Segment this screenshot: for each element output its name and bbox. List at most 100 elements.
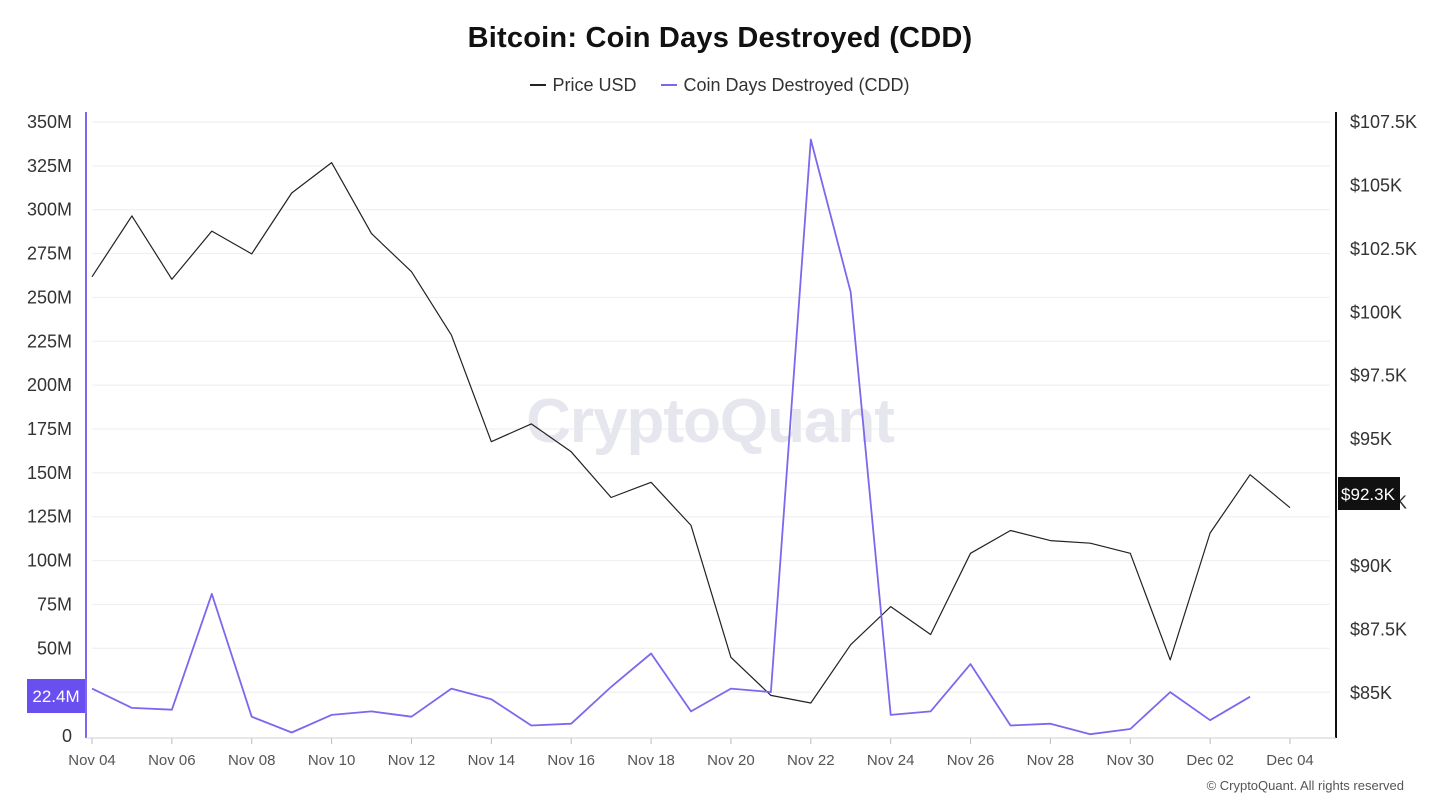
legend-item-price[interactable]: Price USD <box>530 75 636 96</box>
right-last-value-badge: $92.3K <box>1338 477 1400 510</box>
price-point[interactable] <box>529 422 533 426</box>
price-point[interactable] <box>290 191 294 195</box>
cdd-point[interactable] <box>1208 718 1212 722</box>
x-tick-label: Nov 30 <box>1107 752 1155 769</box>
right-axis-ticks: $85K$87.5K$90K$92.5K$95K$97.5K$100K$102.… <box>1350 112 1417 703</box>
chart-title: Bitcoin: Coin Days Destroyed (CDD) <box>467 22 973 54</box>
cdd-point[interactable] <box>370 709 374 713</box>
cdd-point[interactable] <box>449 687 453 691</box>
price-point[interactable] <box>449 333 453 337</box>
legend-item-cdd[interactable]: Coin Days Destroyed (CDD) <box>661 75 910 96</box>
cdd-point[interactable] <box>170 708 174 712</box>
right-tick-label: $90K <box>1350 556 1392 576</box>
price-point[interactable] <box>1008 528 1012 532</box>
legend-swatch-price <box>530 84 547 86</box>
price-point[interactable] <box>1168 658 1172 662</box>
right-tick-label: $97.5K <box>1350 366 1407 386</box>
price-point[interactable] <box>330 161 334 165</box>
cdd-point[interactable] <box>1048 722 1052 726</box>
price-point[interactable] <box>609 496 613 500</box>
price-point[interactable] <box>809 701 813 705</box>
price-point[interactable] <box>1248 473 1252 477</box>
left-tick-label: 300M <box>27 200 72 220</box>
watermark: CryptoQuant <box>526 387 894 456</box>
cdd-point[interactable] <box>489 697 493 701</box>
cdd-point[interactable] <box>130 706 134 710</box>
series-group <box>90 138 1292 736</box>
cdd-point[interactable] <box>1088 732 1092 736</box>
cdd-point[interactable] <box>929 709 933 713</box>
cdd-point[interactable] <box>210 592 214 596</box>
cdd-point[interactable] <box>1168 690 1172 694</box>
left-tick-label: 175M <box>27 419 72 439</box>
left-tick-label: 125M <box>27 507 72 527</box>
x-tick-label: Nov 18 <box>627 752 675 769</box>
right-tick-label: $87.5K <box>1350 619 1407 639</box>
price-point[interactable] <box>929 633 933 637</box>
x-tick-label: Nov 16 <box>547 752 595 769</box>
cdd-point[interactable] <box>649 652 653 656</box>
price-point[interactable] <box>1048 539 1052 543</box>
price-point[interactable] <box>849 643 853 647</box>
cdd-point[interactable] <box>889 713 893 717</box>
price-usd-line[interactable] <box>91 162 1291 704</box>
cdd-point[interactable] <box>809 138 813 142</box>
right-tick-label: $100K <box>1350 302 1402 322</box>
price-point[interactable] <box>370 232 374 236</box>
right-tick-label: $102.5K <box>1350 239 1417 259</box>
price-point[interactable] <box>969 551 973 555</box>
legend-label-price: Price USD <box>552 74 637 95</box>
cdd-point[interactable] <box>609 685 613 689</box>
x-tick-label: Dec 02 <box>1186 752 1234 769</box>
price-point[interactable] <box>1128 551 1132 555</box>
cdd-point[interactable] <box>1008 723 1012 727</box>
x-tick-label: Nov 20 <box>707 752 755 769</box>
price-point[interactable] <box>889 605 893 609</box>
x-tick-label: Nov 26 <box>947 752 995 769</box>
price-point[interactable] <box>90 275 94 279</box>
price-point[interactable] <box>170 277 174 281</box>
cdd-point[interactable] <box>689 709 693 713</box>
left-tick-label: 350M <box>27 112 72 132</box>
price-point[interactable] <box>649 480 653 484</box>
cdd-point[interactable] <box>729 687 733 691</box>
cdd-point[interactable] <box>409 715 413 719</box>
x-tick-label: Nov 12 <box>388 752 436 769</box>
cdd-line[interactable] <box>91 138 1251 736</box>
cdd-point[interactable] <box>290 730 294 734</box>
cdd-point[interactable] <box>769 690 773 694</box>
price-point[interactable] <box>569 450 573 454</box>
x-axis-ticks: Nov 04 Nov 06 Nov 08 Nov 10 Nov 12 Nov 14 Nov … <box>68 738 1314 769</box>
cdd-point[interactable] <box>969 662 973 666</box>
chart-legend: Price USD Coin Days Destroyed (CDD) <box>0 70 1440 96</box>
price-point[interactable] <box>489 440 493 444</box>
left-tick-label: 0 <box>62 726 72 746</box>
cdd-point[interactable] <box>529 723 533 727</box>
cdd-point[interactable] <box>330 713 334 717</box>
price-point[interactable] <box>250 252 254 256</box>
cdd-point[interactable] <box>90 687 94 691</box>
left-tick-label: 250M <box>27 287 72 307</box>
cdd-point[interactable] <box>569 722 573 726</box>
price-point[interactable] <box>1088 541 1092 545</box>
left-tick-label: 275M <box>27 244 72 264</box>
price-point[interactable] <box>409 270 413 274</box>
price-point[interactable] <box>1288 506 1292 510</box>
x-tick-label: Nov 14 <box>468 752 516 769</box>
left-badge-text: 22.4M <box>32 687 79 706</box>
price-point[interactable] <box>689 523 693 527</box>
cdd-point[interactable] <box>849 290 853 294</box>
right-tick-label: $95K <box>1350 429 1392 449</box>
legend-swatch-cdd <box>661 84 678 86</box>
price-point[interactable] <box>210 229 214 233</box>
left-tick-label: 50M <box>37 638 72 658</box>
right-tick-label: $105K <box>1350 175 1402 195</box>
price-point[interactable] <box>729 655 733 659</box>
x-tick-label: Nov 28 <box>1027 752 1075 769</box>
cdd-point[interactable] <box>1248 695 1252 699</box>
price-point[interactable] <box>1208 531 1212 535</box>
cdd-point[interactable] <box>250 715 254 719</box>
price-point[interactable] <box>130 214 134 218</box>
cdd-point[interactable] <box>1128 727 1132 731</box>
x-tick-label: Nov 06 <box>148 752 196 769</box>
